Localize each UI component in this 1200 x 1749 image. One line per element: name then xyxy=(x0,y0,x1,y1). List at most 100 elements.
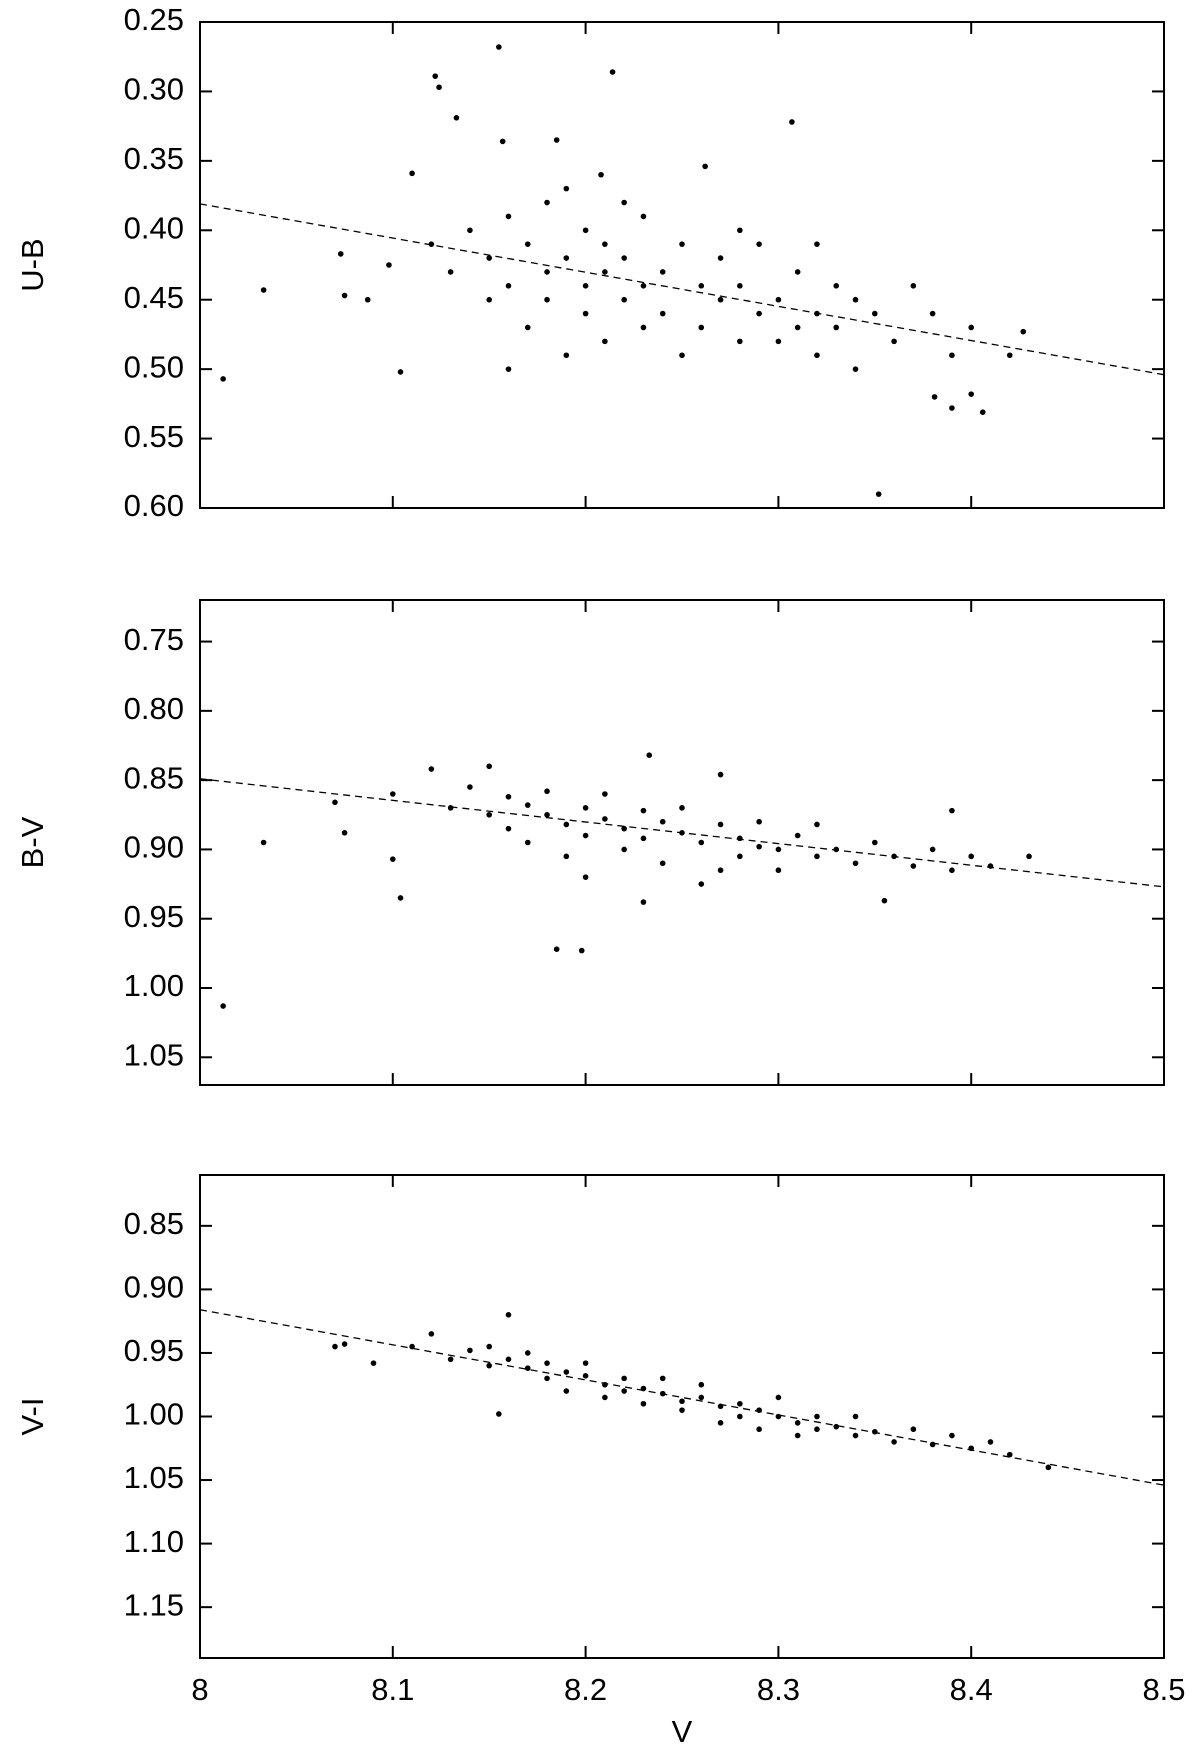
point xyxy=(524,1365,531,1371)
point xyxy=(717,821,724,828)
point xyxy=(794,832,801,839)
point xyxy=(659,860,666,867)
point xyxy=(737,1400,743,1407)
point xyxy=(875,491,882,497)
point xyxy=(756,818,762,825)
point xyxy=(1045,1464,1052,1471)
point xyxy=(979,409,986,415)
point xyxy=(260,287,267,293)
point xyxy=(220,1003,226,1009)
y-tick-label: 0.85 xyxy=(124,1206,184,1241)
point xyxy=(717,1403,724,1410)
point xyxy=(341,292,348,299)
point xyxy=(1026,853,1032,860)
x-tick-label: 8.1 xyxy=(371,1672,414,1707)
y-tick-label: 0.25 xyxy=(124,2,184,37)
point xyxy=(737,283,743,289)
point xyxy=(447,269,454,275)
point xyxy=(698,324,705,331)
x-tick-label: 8.4 xyxy=(950,1672,993,1707)
point xyxy=(337,251,344,257)
point xyxy=(544,199,550,206)
point xyxy=(436,84,442,91)
point xyxy=(968,324,974,331)
y-tick-label: 0.80 xyxy=(124,691,184,726)
point xyxy=(679,1398,685,1405)
point xyxy=(505,1312,512,1318)
point xyxy=(505,825,512,832)
point xyxy=(602,791,608,797)
y-tick-label: 0.45 xyxy=(124,280,184,315)
point xyxy=(582,874,589,880)
point xyxy=(659,310,666,317)
point xyxy=(609,69,616,75)
point xyxy=(814,310,820,317)
point xyxy=(341,1341,348,1347)
point xyxy=(756,843,762,850)
point xyxy=(852,1432,859,1439)
y-tick-label: 0.85 xyxy=(124,760,184,795)
point xyxy=(679,1407,685,1413)
point xyxy=(602,816,608,822)
y-tick-label: 1.00 xyxy=(124,968,184,1003)
point xyxy=(910,863,917,869)
point xyxy=(814,241,820,247)
point xyxy=(505,793,512,800)
point xyxy=(789,119,795,125)
point xyxy=(544,811,550,818)
y-tick-label: 0.40 xyxy=(124,210,184,245)
point xyxy=(698,839,705,846)
point xyxy=(968,1445,974,1452)
point xyxy=(582,283,589,289)
point xyxy=(968,853,974,860)
point xyxy=(881,897,888,904)
point xyxy=(602,338,608,345)
point xyxy=(702,163,708,170)
point xyxy=(640,835,647,842)
point xyxy=(486,763,493,770)
point xyxy=(582,310,589,317)
point xyxy=(563,185,570,192)
point xyxy=(640,899,647,905)
point xyxy=(390,791,396,797)
point xyxy=(756,241,762,247)
point xyxy=(563,1369,570,1375)
point xyxy=(891,1439,897,1445)
point xyxy=(679,805,685,811)
point xyxy=(814,821,820,828)
point xyxy=(563,853,570,860)
point xyxy=(949,1432,955,1439)
point xyxy=(852,1413,859,1420)
point xyxy=(428,766,435,772)
point xyxy=(872,310,878,317)
point xyxy=(929,310,936,317)
point xyxy=(1006,1451,1013,1458)
point xyxy=(582,1360,589,1366)
plot-frame xyxy=(199,21,1165,509)
point xyxy=(679,830,685,836)
point xyxy=(524,324,531,331)
point xyxy=(544,1375,550,1382)
point xyxy=(852,296,859,303)
point xyxy=(505,1356,512,1363)
point xyxy=(659,269,666,275)
point xyxy=(524,241,531,247)
point xyxy=(891,853,897,860)
point xyxy=(496,44,502,50)
x-tick-label: 8.5 xyxy=(1142,1672,1185,1707)
point xyxy=(833,1423,840,1430)
plot-frame xyxy=(199,1174,1165,1659)
y-axis-title: B-V xyxy=(15,816,50,868)
x-tick-label: 8 xyxy=(191,1672,208,1707)
y-tick-label: 0.55 xyxy=(124,419,184,454)
point xyxy=(910,283,917,289)
point xyxy=(621,1388,627,1394)
point xyxy=(717,771,724,778)
point xyxy=(524,1350,531,1356)
point xyxy=(737,835,743,842)
point xyxy=(852,366,859,372)
point xyxy=(220,376,226,382)
point xyxy=(775,867,782,874)
y-tick-label: 0.95 xyxy=(124,899,184,934)
